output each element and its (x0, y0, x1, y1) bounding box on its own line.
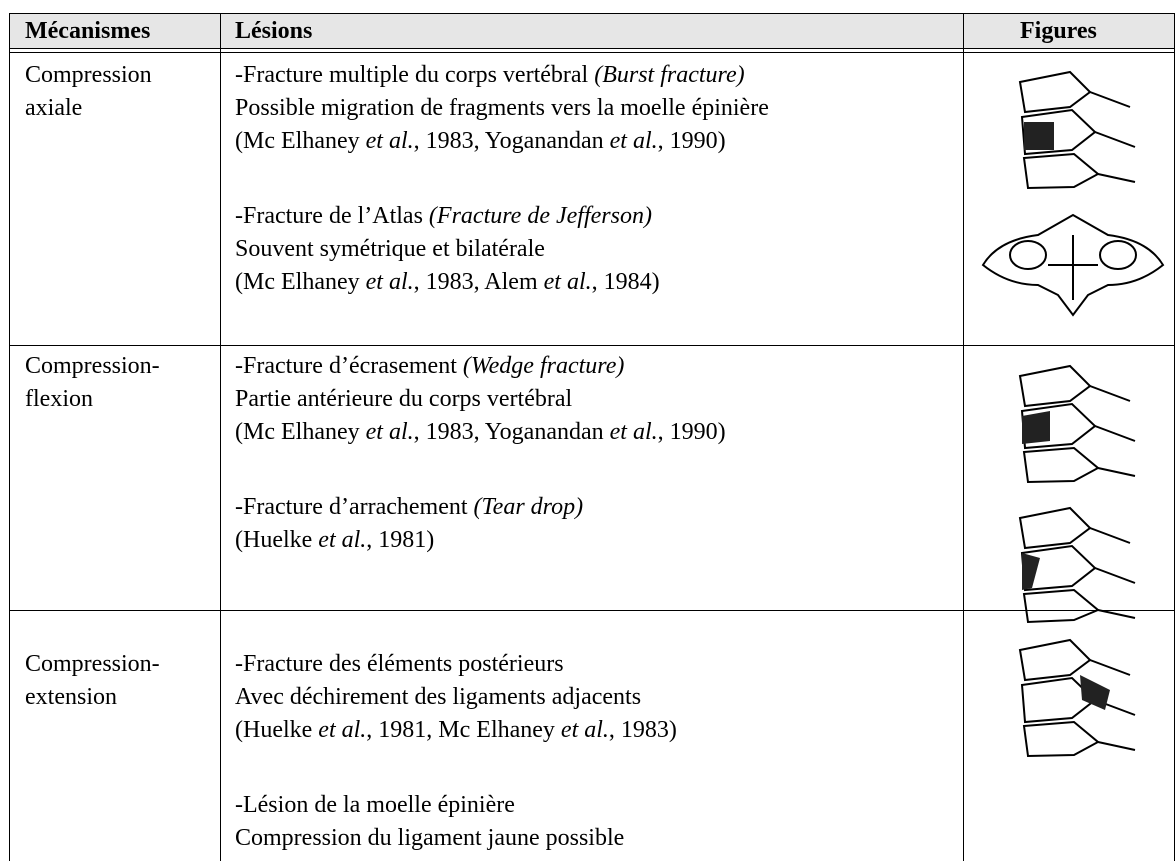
text-run: , 1983, Yoganandan (413, 128, 610, 154)
text-run: -Fracture d’arrachement (235, 494, 474, 520)
italic-run: et al. (318, 717, 367, 743)
col-rule (220, 13, 221, 861)
lesion-line: -Fracture de l’Atlas (Fracture de Jeffer… (235, 200, 652, 233)
text-run: , 1984) (591, 269, 660, 295)
lesion-line: (Mc Elhaney et al., 1983, Yoganandan et … (235, 125, 726, 158)
text-run: (Huelke (235, 527, 319, 553)
lesion-line: Partie antérieure du corps vertébral (235, 383, 572, 416)
text-run: Souvent symétrique et bilatérale (235, 236, 545, 262)
header-cell: Mécanismes (25, 18, 151, 44)
col-rule (963, 13, 964, 861)
italic-run: et al. (560, 717, 609, 743)
mechanism-text: axiale (25, 95, 83, 121)
text-run: , 1983, Alem (413, 269, 544, 295)
rule (9, 345, 1175, 346)
lesion-line: -Fracture d’arrachement (Tear drop) (235, 491, 583, 524)
italic-run: (Burst fracture) (594, 62, 745, 88)
lesion-line: (Huelke et al., 1981) (235, 524, 434, 557)
vertebra-figure (981, 213, 1165, 317)
text-run: , 1990) (657, 128, 726, 154)
italic-run: et al. (609, 419, 658, 445)
text-run: -Fracture des éléments postérieurs (235, 651, 564, 677)
italic-run: (Wedge fracture) (462, 353, 625, 379)
text-run: , 1983) (608, 717, 677, 743)
header-cell: Figures (1020, 18, 1097, 44)
text-run: (Mc Elhaney (235, 419, 366, 445)
lesion-line: Souvent symétrique et bilatérale (235, 233, 545, 266)
text-run: Avec déchirement des ligaments adjacents (235, 684, 642, 710)
vertebra-figure (1018, 638, 1136, 758)
text-run: -Lésion de la moelle épinière (235, 792, 515, 818)
vertebra-figure (1018, 506, 1136, 624)
mechanism-text: Compression (25, 62, 152, 88)
italic-run: et al. (365, 128, 414, 154)
header-cell: Lésions (235, 18, 313, 44)
header-bg (9, 14, 1175, 48)
lesion-line: -Fracture des éléments postérieurs (235, 648, 564, 681)
mechanism-text: Compression- (25, 353, 160, 379)
text-run: , 1981, Mc Elhaney (366, 717, 561, 743)
text-run: , 1983, Yoganandan (413, 419, 610, 445)
italic-run: (Tear drop) (473, 494, 584, 520)
italic-run: et al. (609, 128, 658, 154)
mechanism-text: Compression- (25, 651, 160, 677)
col-rule (9, 13, 10, 861)
lesion-line: Avec déchirement des ligaments adjacents (235, 681, 641, 714)
italic-run: et al. (365, 269, 414, 295)
rule (9, 13, 1175, 14)
lesion-line: (Mc Elhaney et al., 1983, Yoganandan et … (235, 416, 726, 449)
text-run: -Fracture d’écrasement (235, 353, 463, 379)
lesion-line: -Fracture d’écrasement (Wedge fracture) (235, 350, 624, 383)
text-run: , 1981) (366, 527, 435, 553)
mechanism-text: flexion (25, 386, 93, 412)
text-run: , 1990) (657, 419, 726, 445)
rule (9, 610, 1175, 611)
italic-run: et al. (543, 269, 592, 295)
vertebra-figure (1018, 364, 1136, 484)
text-run: -Fracture de l’Atlas (235, 203, 429, 229)
text-run: Partie antérieure du corps vertébral (235, 386, 573, 412)
mechanism-text: extension (25, 684, 117, 710)
italic-run: (Fracture de Jefferson) (428, 203, 652, 229)
lesion-line: (Huelke et al., 1981, Mc Elhaney et al.,… (235, 714, 677, 747)
text-run: (Mc Elhaney (235, 128, 366, 154)
vertebra-figure (1018, 70, 1136, 190)
text-run: Compression du ligament jaune possible (235, 825, 625, 851)
text-run: Possible migration de fragments vers la … (235, 95, 769, 121)
lesion-line: -Lésion de la moelle épinière (235, 789, 515, 822)
text-run: (Huelke (235, 717, 319, 743)
italic-run: et al. (365, 419, 414, 445)
lesion-line: (Mc Elhaney et al., 1983, Alem et al., 1… (235, 266, 660, 299)
text-run: -Fracture multiple du corps vertébral (235, 62, 595, 88)
rule (9, 48, 1175, 49)
text-run: (Mc Elhaney (235, 269, 366, 295)
rule (9, 52, 1175, 53)
italic-run: et al. (318, 527, 367, 553)
lesion-line: Possible migration de fragments vers la … (235, 92, 769, 125)
lesion-line: Compression du ligament jaune possible (235, 822, 624, 855)
lesion-line: -Fracture multiple du corps vertébral (B… (235, 59, 745, 92)
